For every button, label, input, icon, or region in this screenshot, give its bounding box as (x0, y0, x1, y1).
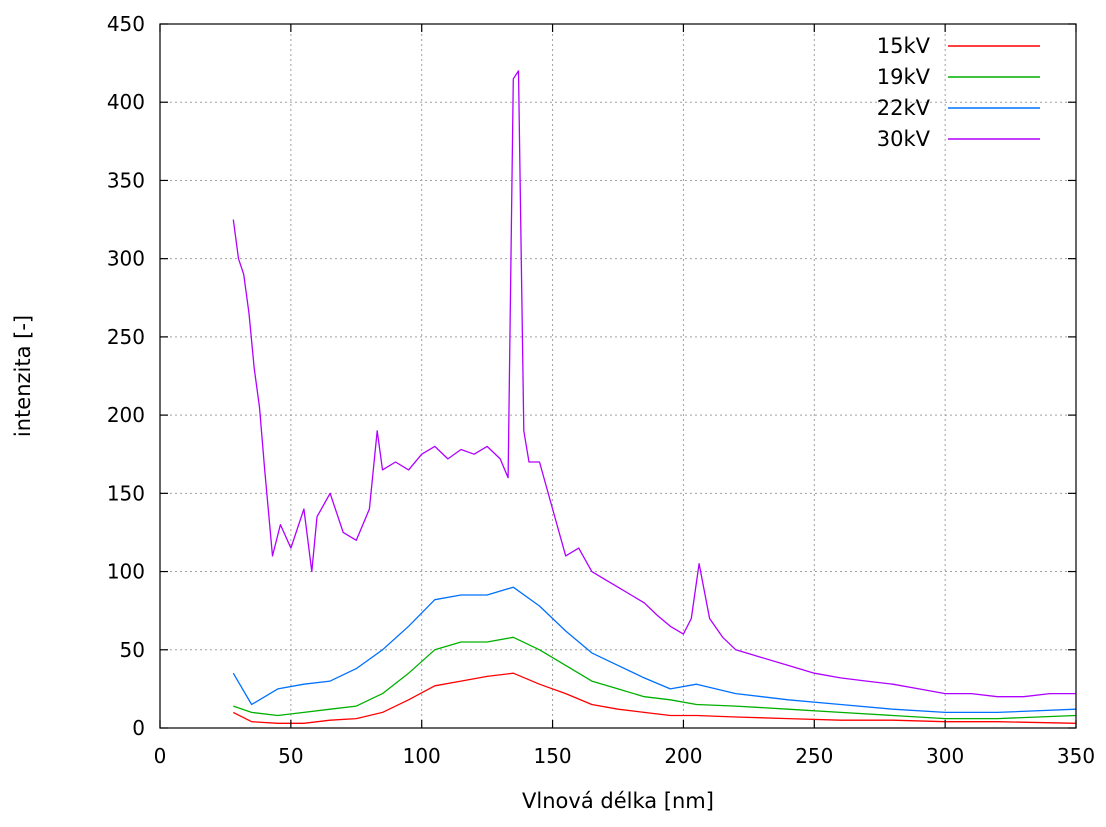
y-axis-label: intenzita [-] (11, 315, 35, 437)
y-tick-label: 100 (107, 560, 145, 584)
y-tick-label: 400 (107, 90, 145, 114)
legend-label: 15kV (877, 34, 931, 58)
x-tick-label: 100 (403, 744, 441, 768)
series-layer (232, 70, 1077, 724)
legend-label: 30kV (877, 127, 931, 151)
x-tick-label: 350 (1057, 744, 1095, 768)
y-tick-label: 50 (120, 638, 145, 662)
x-tick-label: 0 (154, 744, 167, 768)
series-line-30kV (232, 70, 1076, 698)
y-tick-label: 250 (107, 325, 145, 349)
x-tick-label: 250 (795, 744, 833, 768)
grid (160, 24, 1076, 728)
y-tick-label: 350 (107, 168, 145, 192)
x-tick-label: 300 (926, 744, 964, 768)
x-tick-label: 200 (664, 744, 702, 768)
series-line-22kV (232, 586, 1077, 714)
y-tick-label: 300 (107, 247, 145, 271)
legend: 15kV 19kV 22kV 30kV (877, 34, 1040, 151)
y-tick-label: 150 (107, 481, 145, 505)
series-line-19kV (233, 636, 1077, 720)
axis-ticks: 0 50 100 150 200 250 300 350 0 50 100 150 200 250 300 3… (107, 12, 1095, 768)
y-tick-label: 200 (107, 403, 145, 427)
series-line-15kV (233, 672, 1077, 724)
x-tick-label: 50 (278, 744, 303, 768)
x-axis-label: Vlnová délka [nm] (522, 789, 714, 813)
y-tick-label: 450 (107, 12, 145, 36)
legend-label: 19kV (877, 65, 931, 89)
y-tick-label: 0 (132, 716, 145, 740)
plot-frame (159, 23, 1077, 729)
legend-label: 22kV (877, 96, 931, 120)
x-tick-label: 150 (533, 744, 571, 768)
